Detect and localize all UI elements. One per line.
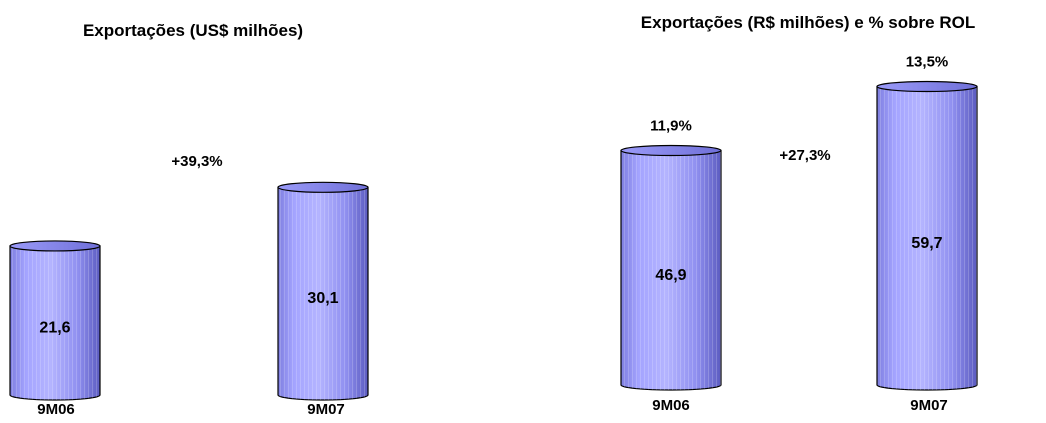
growth-label: +27,3% (779, 147, 830, 164)
bar-value-label: 46,9 (655, 267, 686, 284)
cylinder-shading (278, 187, 368, 400)
chart-title: Exportações (R$ milhões) e % sobre ROL (641, 13, 975, 32)
cylinder-top (620, 144, 722, 157)
chart-title: Exportações (US$ milhões) (83, 21, 303, 40)
cylinder-top (876, 80, 978, 93)
bar-value-label: 59,7 (911, 235, 942, 252)
cylinder-shading (621, 150, 721, 390)
bar-value-label: 30,1 (307, 290, 338, 307)
cylinder-bar-9m07 (277, 181, 369, 401)
growth-label: +39,3% (171, 153, 222, 170)
category-tick-label: 9M07 (307, 401, 345, 418)
category-tick-label: 9M07 (910, 397, 948, 414)
cylinder-shading (10, 245, 100, 400)
rol-percent-label: 11,9% (650, 118, 692, 135)
cylinder-bar-9m07 (876, 80, 978, 391)
cylinder-top (9, 240, 101, 252)
bar-value-label: 21,6 (39, 319, 70, 336)
category-tick-label: 9M06 (652, 397, 690, 414)
cylinder-bar-9m06 (9, 240, 101, 401)
cylinder-top (277, 181, 369, 193)
category-tick-label: 9M06 (37, 401, 75, 418)
brl-exports-chart: Exportações (R$ milhões) e % sobre ROL 46… (620, 13, 978, 414)
rol-percent-label: 13,5% (906, 54, 949, 71)
cylinder-bar-9m06 (620, 144, 722, 391)
cylinder-shading (877, 86, 977, 390)
usd-exports-chart: Exportações (US$ milhões) 21,6 9M06 30,1 9M0… (9, 21, 369, 418)
